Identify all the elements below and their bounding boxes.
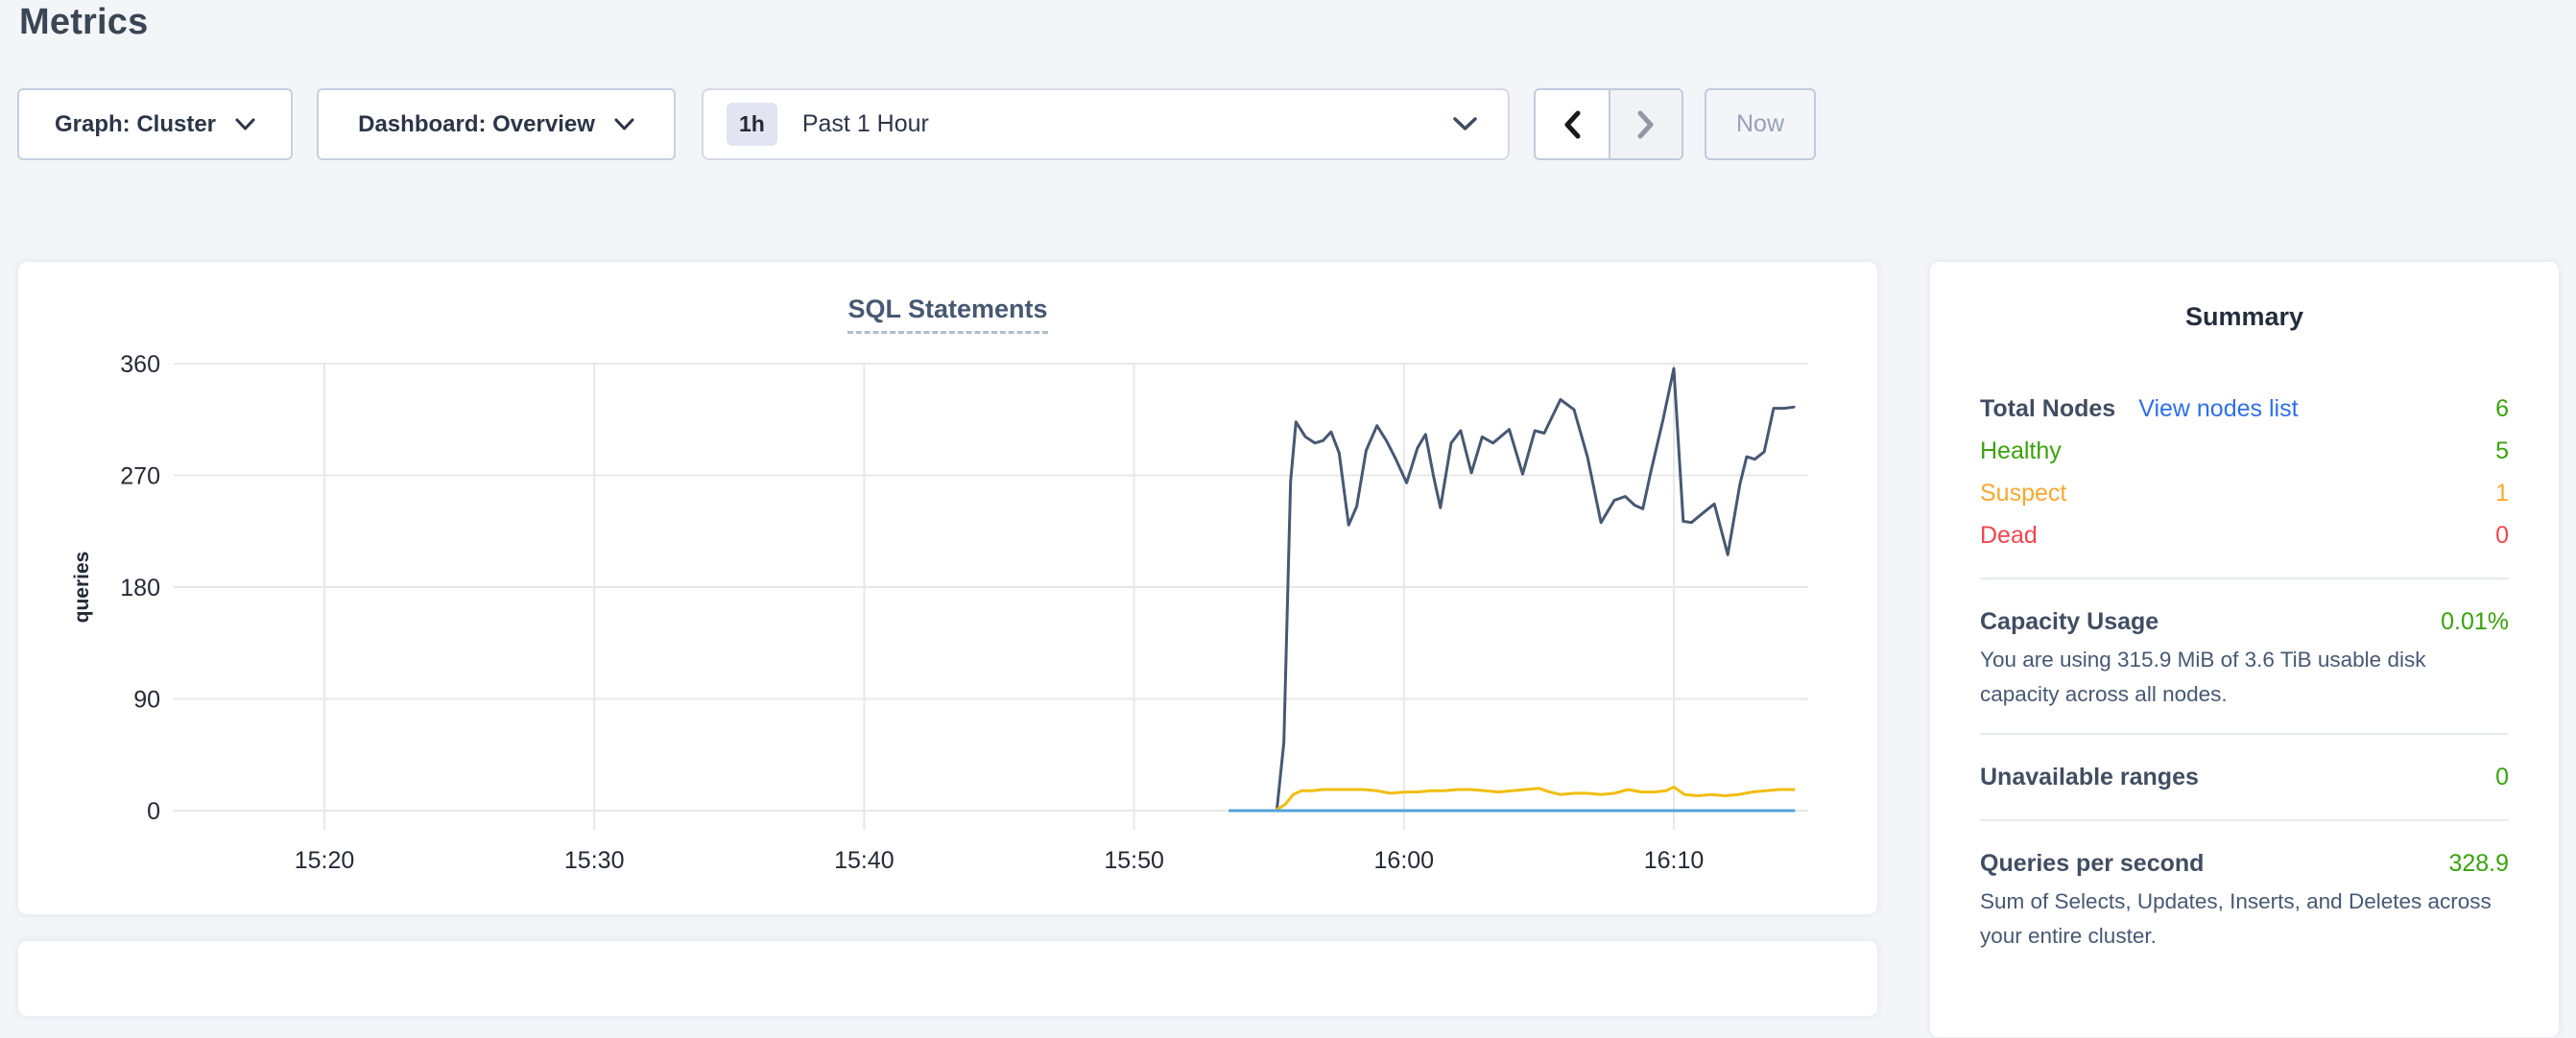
unavailable-ranges-row: Unavailable ranges 0 xyxy=(1980,756,2509,798)
time-window-pager xyxy=(1534,88,1683,160)
queries-per-second-row: Queries per second 328.9 xyxy=(1980,842,2509,885)
time-range-label: Past 1 Hour xyxy=(801,110,929,137)
svg-text:360: 360 xyxy=(120,351,160,378)
suspect-nodes-row: Suspect 1 xyxy=(1980,472,2509,514)
time-prev-button[interactable] xyxy=(1536,90,1609,158)
svg-text:15:50: 15:50 xyxy=(1104,847,1164,874)
chevron-down-icon xyxy=(614,118,634,131)
queries-per-second-description: Sum of Selects, Updates, Inserts, and De… xyxy=(1980,889,2492,948)
sql-statements-chart-panel: SQL Statements 0 90 180 270 360 15:20 15:30 15:… xyxy=(17,261,1878,915)
summary-sidebar: Summary Total Nodes View nodes list 6 He… xyxy=(1929,261,2560,1038)
total-nodes-value: 6 xyxy=(2495,394,2509,422)
total-nodes-row: Total Nodes View nodes list 6 xyxy=(1980,388,2509,430)
graph-dropdown-label: Graph: Cluster xyxy=(54,110,217,137)
suspect-label: Suspect xyxy=(1980,479,2067,507)
chart-title-row: SQL Statements xyxy=(18,295,1877,334)
unavailable-ranges-label: Unavailable ranges xyxy=(1980,763,2199,790)
svg-text:0: 0 xyxy=(147,798,160,825)
page-title: Metrics xyxy=(19,2,149,42)
summary-title: Summary xyxy=(2184,302,2304,331)
healthy-label: Healthy xyxy=(1980,436,2062,464)
svg-text:15:40: 15:40 xyxy=(834,847,894,874)
capacity-usage-label: Capacity Usage xyxy=(1980,607,2159,635)
svg-text:180: 180 xyxy=(120,575,160,602)
divider xyxy=(1980,819,2509,821)
svg-text:16:00: 16:00 xyxy=(1374,847,1435,874)
divider xyxy=(1980,733,2509,735)
dashboard-dropdown[interactable]: Dashboard: Overview xyxy=(317,88,676,160)
view-nodes-list-link[interactable]: View nodes list xyxy=(2138,394,2299,422)
time-next-button[interactable] xyxy=(1609,90,1682,158)
time-range-badge: 1h xyxy=(727,103,777,146)
svg-text:15:20: 15:20 xyxy=(295,847,355,874)
svg-text:90: 90 xyxy=(133,687,160,714)
suspect-value: 1 xyxy=(2495,479,2509,507)
sql-statements-chart[interactable]: 0 90 180 270 360 15:20 15:30 15:40 15:50 16:00 16:… xyxy=(18,262,1879,916)
svg-text:queries: queries xyxy=(71,552,93,624)
svg-text:15:30: 15:30 xyxy=(564,847,625,874)
dead-label: Dead xyxy=(1980,521,2038,549)
healthy-value: 5 xyxy=(2495,436,2509,464)
total-nodes-label: Total Nodes xyxy=(1980,394,2116,422)
chart-title[interactable]: SQL Statements xyxy=(847,295,1048,334)
svg-text:270: 270 xyxy=(120,463,160,490)
capacity-usage-description: You are using 315.9 MiB of 3.6 TiB usabl… xyxy=(1980,648,2426,706)
queries-per-second-label: Queries per second xyxy=(1980,849,2205,877)
capacity-usage-value: 0.01% xyxy=(2441,607,2509,635)
capacity-usage-row: Capacity Usage 0.01% xyxy=(1980,601,2509,643)
next-chart-panel xyxy=(17,940,1878,1017)
node-status-rows: Total Nodes View nodes list 6 Healthy 5 … xyxy=(1980,388,2509,556)
chevron-down-icon xyxy=(235,118,255,131)
chevron-down-icon xyxy=(1453,117,1477,131)
svg-text:16:10: 16:10 xyxy=(1644,847,1705,874)
healthy-nodes-row: Healthy 5 xyxy=(1980,430,2509,472)
queries-per-second-value: 328.9 xyxy=(2448,849,2509,877)
time-range-selector[interactable]: 1h Past 1 Hour xyxy=(702,88,1510,160)
now-button[interactable]: Now xyxy=(1705,88,1816,160)
dead-nodes-row: Dead 0 xyxy=(1980,514,2509,556)
chevron-left-icon xyxy=(1562,110,1583,139)
dashboard-dropdown-label: Dashboard: Overview xyxy=(358,110,595,137)
unavailable-ranges-value: 0 xyxy=(2495,763,2509,790)
divider xyxy=(1980,578,2509,579)
dead-value: 0 xyxy=(2495,521,2509,549)
chevron-right-icon xyxy=(1635,110,1657,139)
graph-dropdown[interactable]: Graph: Cluster xyxy=(17,88,293,160)
